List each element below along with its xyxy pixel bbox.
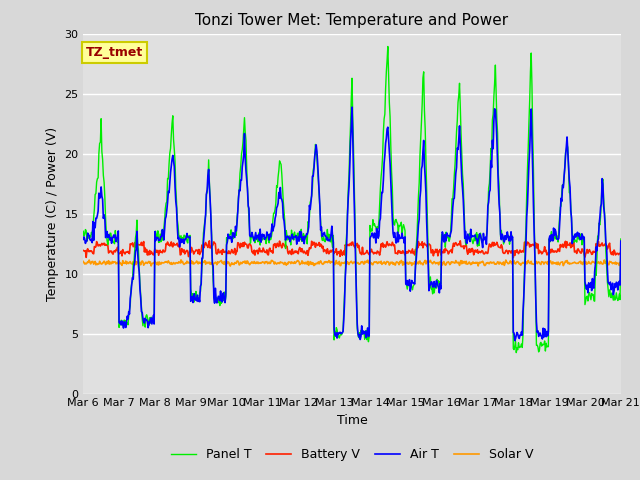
- Air T: [79, 237, 87, 242]
- Line: Panel T: Panel T: [83, 47, 621, 353]
- Air T: [569, 233, 577, 239]
- Panel T: [513, 350, 520, 356]
- Battery V: [569, 241, 577, 247]
- Air T: [617, 238, 625, 244]
- Solar V: [227, 263, 234, 269]
- Air T: [397, 235, 404, 241]
- Panel T: [344, 208, 351, 214]
- Panel T: [569, 235, 577, 241]
- Solar V: [345, 262, 353, 267]
- Battery V: [397, 251, 404, 256]
- Air T: [348, 104, 356, 110]
- Panel T: [197, 278, 205, 284]
- Panel T: [384, 44, 392, 49]
- Text: TZ_tmet: TZ_tmet: [86, 46, 143, 59]
- Line: Solar V: Solar V: [83, 260, 621, 266]
- Solar V: [397, 258, 405, 264]
- Solar V: [177, 257, 185, 263]
- Line: Air T: Air T: [83, 107, 621, 341]
- Air T: [220, 298, 228, 303]
- Solar V: [569, 260, 577, 265]
- X-axis label: Time: Time: [337, 414, 367, 427]
- Solar V: [617, 261, 625, 266]
- Air T: [197, 281, 205, 287]
- Panel T: [450, 186, 458, 192]
- Air T: [450, 196, 458, 202]
- Battery V: [79, 248, 87, 253]
- Battery V: [221, 248, 229, 254]
- Y-axis label: Temperature (C) / Power (V): Temperature (C) / Power (V): [45, 127, 59, 300]
- Battery V: [450, 240, 458, 246]
- Solar V: [221, 261, 229, 267]
- Battery V: [197, 248, 205, 254]
- Panel T: [220, 289, 228, 295]
- Title: Tonzi Tower Met: Temperature and Power: Tonzi Tower Met: Temperature and Power: [195, 13, 509, 28]
- Solar V: [198, 262, 206, 268]
- Panel T: [79, 228, 87, 234]
- Solar V: [79, 259, 87, 264]
- Battery V: [344, 241, 352, 247]
- Line: Battery V: Battery V: [83, 241, 621, 258]
- Battery V: [617, 251, 625, 256]
- Solar V: [451, 260, 458, 266]
- Air T: [511, 338, 518, 344]
- Panel T: [617, 236, 625, 242]
- Battery V: [205, 238, 213, 244]
- Air T: [344, 212, 351, 218]
- Panel T: [397, 222, 404, 228]
- Battery V: [509, 255, 517, 261]
- Legend: Panel T, Battery V, Air T, Solar V: Panel T, Battery V, Air T, Solar V: [166, 443, 538, 466]
